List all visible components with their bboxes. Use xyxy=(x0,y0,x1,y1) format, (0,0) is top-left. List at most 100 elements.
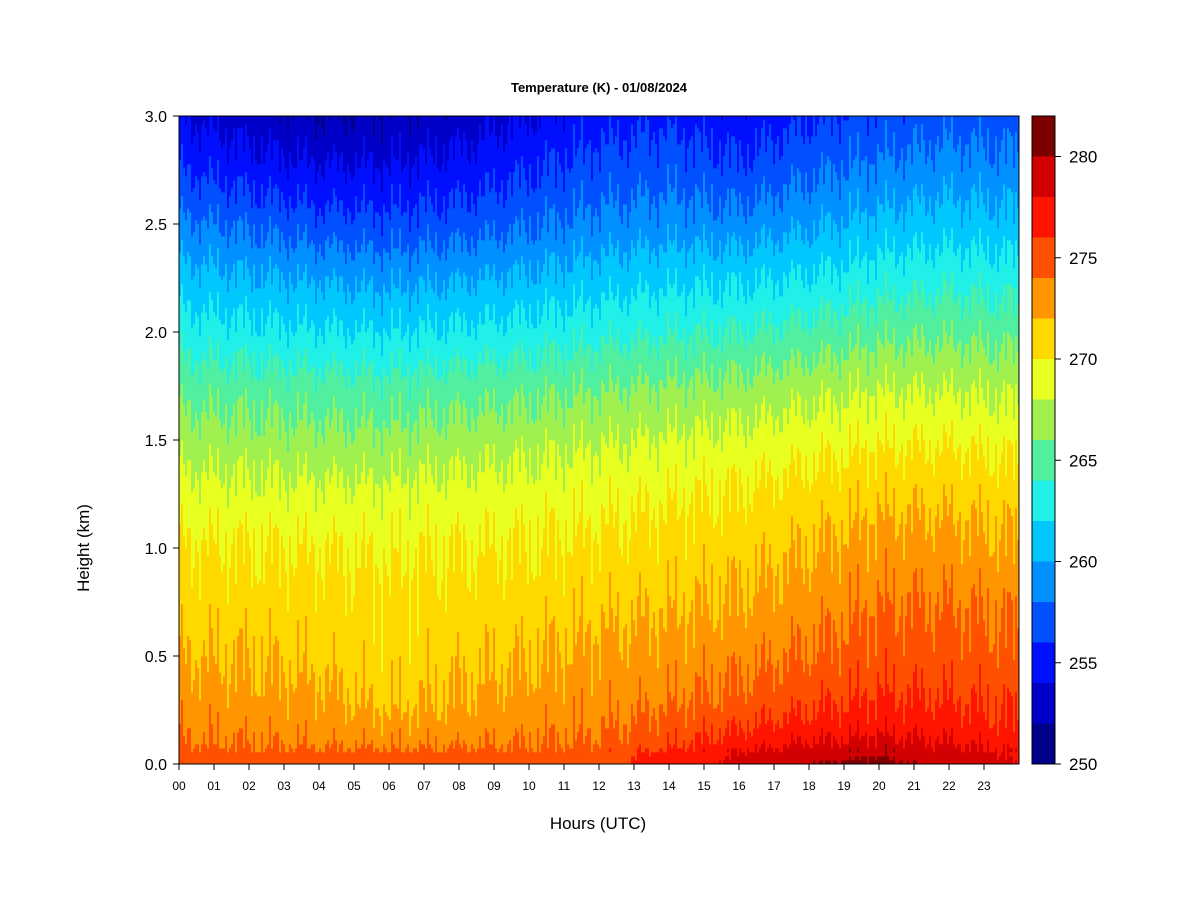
heatmap-cell xyxy=(943,564,946,665)
heatmap-cell xyxy=(473,288,476,329)
heatmap-cell xyxy=(645,424,648,485)
heatmap-cell xyxy=(851,308,854,353)
heatmap-cell xyxy=(281,360,284,409)
heatmap-cell xyxy=(277,312,280,357)
heatmap-cell xyxy=(535,576,538,689)
heatmap-cell xyxy=(631,332,634,377)
heatmap-cell xyxy=(425,116,428,165)
heatmap-cell xyxy=(721,120,724,177)
heatmap-cell xyxy=(909,440,912,505)
heatmap-cell xyxy=(189,164,192,213)
heatmap-cell xyxy=(627,412,630,473)
heatmap-cell xyxy=(417,728,420,753)
heatmap-cell xyxy=(601,716,604,765)
heatmap-cell xyxy=(597,116,600,153)
heatmap-cell xyxy=(977,536,980,625)
heatmap-cell xyxy=(291,332,294,373)
heatmap-cell xyxy=(397,208,400,249)
heatmap-cell xyxy=(851,456,854,529)
heatmap-cell xyxy=(883,260,886,305)
heatmap-cell xyxy=(915,116,918,125)
heatmap-cell xyxy=(483,472,486,557)
heatmap-cell xyxy=(273,116,276,141)
heatmap-cell xyxy=(623,252,626,301)
heatmap-cell xyxy=(827,116,830,157)
heatmap-cell xyxy=(735,568,738,665)
heatmap-cell xyxy=(721,536,724,641)
heatmap-cell xyxy=(297,224,300,265)
heatmap-cell xyxy=(241,628,244,729)
heatmap-cell xyxy=(307,248,310,289)
heatmap-cell xyxy=(795,568,798,661)
heatmap-cell xyxy=(469,116,472,165)
heatmap-cell xyxy=(363,268,366,309)
heatmap-cell xyxy=(721,176,724,225)
heatmap-cell xyxy=(433,116,436,165)
heatmap-cell xyxy=(381,116,384,145)
heatmap-cell xyxy=(693,752,696,765)
heatmap-cell xyxy=(431,288,434,329)
heatmap-cell xyxy=(807,284,810,329)
heatmap-cell xyxy=(635,724,638,761)
heatmap-cell xyxy=(799,736,802,765)
heatmap-cell xyxy=(877,756,880,765)
heatmap-cell xyxy=(223,192,226,237)
heatmap-cell xyxy=(345,116,348,137)
heatmap-cell xyxy=(387,168,390,213)
heatmap-cell xyxy=(785,360,788,409)
heatmap-cell xyxy=(425,212,428,253)
heatmap-cell xyxy=(887,684,890,733)
heatmap-cell xyxy=(441,580,444,713)
heatmap-cell xyxy=(671,116,674,129)
heatmap-cell xyxy=(193,136,196,189)
heatmap-cell xyxy=(257,380,260,437)
heatmap-cell xyxy=(255,204,258,245)
heatmap-cell xyxy=(855,600,858,689)
heatmap-cell xyxy=(847,316,850,361)
heatmap-cell xyxy=(505,288,508,333)
heatmap-cell xyxy=(851,400,854,457)
heatmap-cell xyxy=(925,632,928,713)
heatmap-cell xyxy=(341,532,344,669)
heatmap-cell xyxy=(559,456,562,541)
heatmap-cell xyxy=(361,324,364,365)
heatmap-cell xyxy=(711,272,714,321)
heatmap-cell xyxy=(779,340,782,381)
heatmap-cell xyxy=(913,280,916,329)
heatmap-cell xyxy=(781,432,784,501)
heatmap-cell xyxy=(349,120,352,173)
heatmap-cell xyxy=(247,136,250,185)
heatmap-cell xyxy=(817,472,820,553)
heatmap-cell xyxy=(773,116,776,165)
heatmap-cell xyxy=(449,316,452,361)
heatmap-cell xyxy=(793,120,796,177)
heatmap-cell xyxy=(249,668,252,745)
heatmap-cell xyxy=(263,752,266,765)
heatmap-cell xyxy=(967,448,970,521)
heatmap-cell xyxy=(853,260,856,305)
heatmap-cell xyxy=(815,136,818,193)
heatmap-cell xyxy=(813,352,816,397)
heatmap-cell xyxy=(279,440,282,501)
heatmap-cell xyxy=(455,356,458,401)
heatmap-cell xyxy=(575,396,578,453)
heatmap-cell xyxy=(915,424,918,485)
heatmap-cell xyxy=(197,224,200,269)
heatmap-cell xyxy=(397,288,400,329)
heatmap-cell xyxy=(583,220,586,269)
heatmap-cell xyxy=(281,468,284,537)
heatmap-cell xyxy=(885,364,888,413)
heatmap-cell xyxy=(661,116,664,129)
heatmap-cell xyxy=(437,720,440,753)
heatmap-cell xyxy=(919,520,922,609)
heatmap-cell xyxy=(971,588,974,689)
heatmap-cell xyxy=(675,268,678,313)
heatmap-cell xyxy=(205,220,208,265)
heatmap-cell xyxy=(869,352,872,397)
heatmap-cell xyxy=(737,300,740,345)
heatmap-cell xyxy=(681,140,684,201)
heatmap-cell xyxy=(831,372,834,425)
heatmap-cell xyxy=(581,236,584,281)
heatmap-cell xyxy=(897,536,900,633)
heatmap-cell xyxy=(193,488,196,569)
